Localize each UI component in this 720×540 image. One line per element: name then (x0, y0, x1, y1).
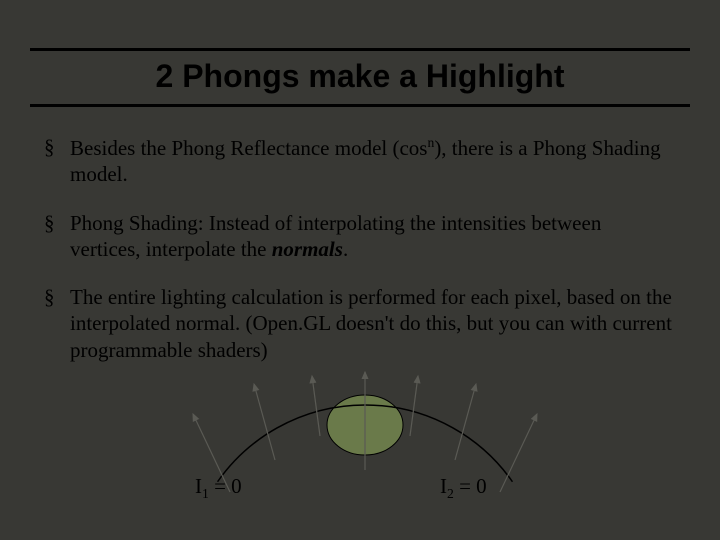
equation-i2: I2 = 0 (440, 474, 487, 502)
equation-i1: I1 = 0 (195, 474, 242, 502)
bullet-2-normals: normals (272, 237, 343, 261)
bullet-3-text: The entire lighting calculation is perfo… (70, 285, 672, 362)
rule-top (30, 48, 690, 51)
bullet-1: Besides the Phong Reflectance model (cos… (44, 134, 676, 188)
eq-i1-a: I (195, 474, 202, 498)
eq-i1-b: = 0 (209, 474, 242, 498)
eq-i2-b: = 0 (454, 474, 487, 498)
bullet-2-text-c: . (343, 237, 348, 261)
rule-bottom (30, 104, 690, 107)
content-area: Besides the Phong Reflectance model (cos… (44, 134, 676, 385)
bullet-1-text-a: Besides the Phong Reflectance model (cos (70, 136, 427, 160)
bullet-3: The entire lighting calculation is perfo… (44, 284, 676, 363)
slide-title: 2 Phongs make a Highlight (0, 58, 720, 95)
eq-i1-sub: 1 (202, 486, 209, 501)
phong-diagram (0, 370, 720, 540)
eq-i2-a: I (440, 474, 447, 498)
bullet-2: Phong Shading: Instead of interpolating … (44, 210, 676, 263)
eq-i2-sub: 2 (447, 486, 454, 501)
